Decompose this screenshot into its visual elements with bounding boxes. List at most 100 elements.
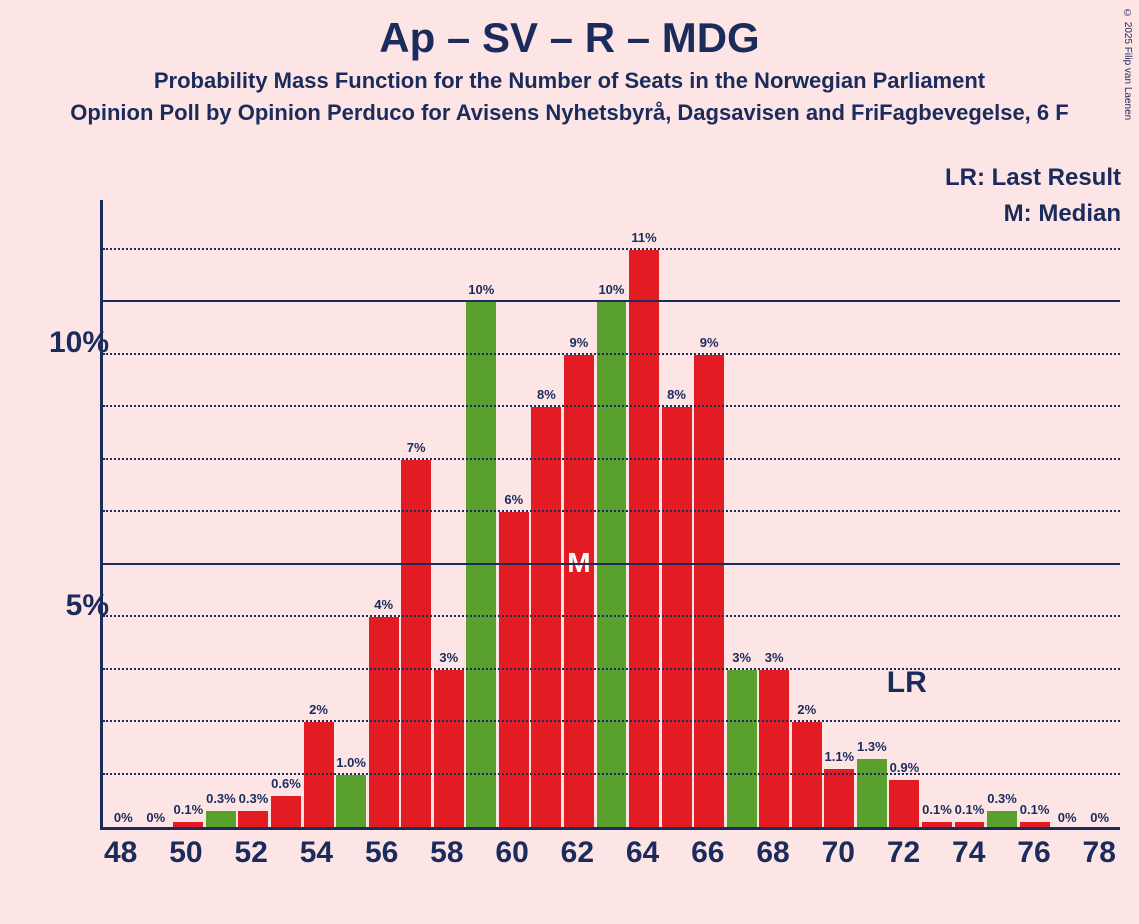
bar-value-label: 0.6% <box>271 776 301 791</box>
bar-slot: 0.3% <box>205 200 238 827</box>
bar-value-label: 0.3% <box>206 791 236 806</box>
x-axis-tick: 54 <box>300 836 333 870</box>
bar-slot: 2% <box>790 200 823 827</box>
bar-slot: 7% <box>400 200 433 827</box>
bar: 2% <box>792 722 822 827</box>
gridline-minor <box>103 353 1120 355</box>
bar-value-label: 0% <box>1058 810 1077 825</box>
bar-value-label: 4% <box>374 597 393 612</box>
bar: 9%M <box>564 355 594 828</box>
bar-value-label: 0.3% <box>239 791 269 806</box>
bar-value-label: 0.3% <box>987 791 1017 806</box>
bar-value-label: 3% <box>732 650 751 665</box>
x-axis-tick <box>920 836 952 870</box>
x-axis-tick: 64 <box>626 836 659 870</box>
x-axis-tick: 74 <box>952 836 985 870</box>
x-axis-tick: 50 <box>169 836 202 870</box>
x-axis-tick <box>855 836 887 870</box>
x-axis-tick <box>985 836 1017 870</box>
bar-value-label: 0% <box>146 810 165 825</box>
bar: 1.3% <box>857 759 887 827</box>
bar-value-label: 8% <box>537 387 556 402</box>
bar-value-label: 0% <box>114 810 133 825</box>
bar: 11% <box>629 250 659 828</box>
bar-slot: 0.1% <box>921 200 954 827</box>
bar: 8% <box>662 407 692 827</box>
bar: 2% <box>304 722 334 827</box>
bar: 0.9% <box>889 780 919 827</box>
x-axis-tick: 78 <box>1083 836 1116 870</box>
x-axis-tick: 68 <box>756 836 789 870</box>
bar-slot: 0.1% <box>1018 200 1051 827</box>
bar-value-label: 9% <box>700 335 719 350</box>
plot-area: 0%0%0.1%0.3%0.3%0.6%2%1.0%4%7%3%10%6%8%9… <box>100 200 1120 830</box>
gridline-minor <box>103 720 1120 722</box>
x-axis-tick: 48 <box>104 836 137 870</box>
bar-slot: 1.3% <box>856 200 889 827</box>
bar: 1.1% <box>824 769 854 827</box>
bar-slot: 0.1% <box>953 200 986 827</box>
bar-value-label: 0% <box>1090 810 1109 825</box>
bar-slot: 1.1% <box>823 200 856 827</box>
bar-value-label: 11% <box>631 230 656 245</box>
bar: 3% <box>727 670 757 828</box>
x-axis-tick <box>594 836 626 870</box>
bar-slot: 2% <box>302 200 335 827</box>
bar-value-label: 7% <box>407 440 426 455</box>
bar: 0.1% <box>955 822 985 827</box>
bar: 1.0% <box>336 775 366 828</box>
copyright-text: © 2025 Filip van Laenen <box>1122 8 1133 120</box>
gridline-minor <box>103 458 1120 460</box>
bar: 0.1% <box>1020 822 1050 827</box>
gridline-minor <box>103 615 1120 617</box>
bar-value-label: 0.1% <box>922 802 952 817</box>
gridline-minor <box>103 510 1120 512</box>
bar: 10% <box>466 302 496 827</box>
bar: 0% <box>1085 826 1115 827</box>
x-axis-tick <box>398 836 430 870</box>
titles-block: Ap – SV – R – MDG Probability Mass Funct… <box>0 0 1139 126</box>
x-axis-tick: 72 <box>887 836 920 870</box>
title-subtitle: Probability Mass Function for the Number… <box>0 68 1139 94</box>
title-source: Opinion Poll by Opinion Perduco for Avis… <box>0 100 1139 126</box>
bar: 0.3% <box>238 811 268 827</box>
x-axis-tick <box>659 836 691 870</box>
bar: 3% <box>434 670 464 828</box>
bar-slot: 6% <box>498 200 531 827</box>
x-axis-tick: 60 <box>495 836 528 870</box>
title-main: Ap – SV – R – MDG <box>0 14 1139 62</box>
bar: 0% <box>141 826 171 827</box>
gridline-major <box>103 563 1120 565</box>
bar-value-label: 2% <box>797 702 816 717</box>
x-axis-tick: 70 <box>822 836 855 870</box>
x-axis-tick: 52 <box>234 836 267 870</box>
y-axis-label: 5% <box>66 589 109 623</box>
x-axis-tick: 76 <box>1017 836 1050 870</box>
bar-slot: 4% <box>367 200 400 827</box>
x-axis-tick: 58 <box>430 836 463 870</box>
bar-value-label: 1.1% <box>824 749 854 764</box>
bar-slot: 0% <box>1083 200 1116 827</box>
bar-value-label: 8% <box>667 387 686 402</box>
bar: 4% <box>369 617 399 827</box>
bar-value-label: 1.3% <box>857 739 887 754</box>
x-axis-tick <box>790 836 822 870</box>
bar-slot: 3% <box>432 200 465 827</box>
legend-lr: LR: Last Result <box>945 160 1121 196</box>
bar-slot: 0% <box>107 200 140 827</box>
bar-slot: 0.1% <box>172 200 205 827</box>
x-axis-tick: 66 <box>691 836 724 870</box>
x-axis-tick <box>724 836 756 870</box>
lr-marker: LR <box>887 666 927 700</box>
bar-slot: 0.3% <box>986 200 1019 827</box>
bar: 0.1% <box>173 822 203 827</box>
bar: 0.6% <box>271 796 301 828</box>
gridline-minor <box>103 405 1120 407</box>
bar-value-label: 3% <box>439 650 458 665</box>
bar-slot: 3% <box>725 200 758 827</box>
bar-slot: 8% <box>530 200 563 827</box>
bar-value-label: 10% <box>468 282 494 297</box>
bar-value-label: 9% <box>570 335 589 350</box>
gridline-minor <box>103 248 1120 250</box>
bar-slot: 10% <box>595 200 628 827</box>
